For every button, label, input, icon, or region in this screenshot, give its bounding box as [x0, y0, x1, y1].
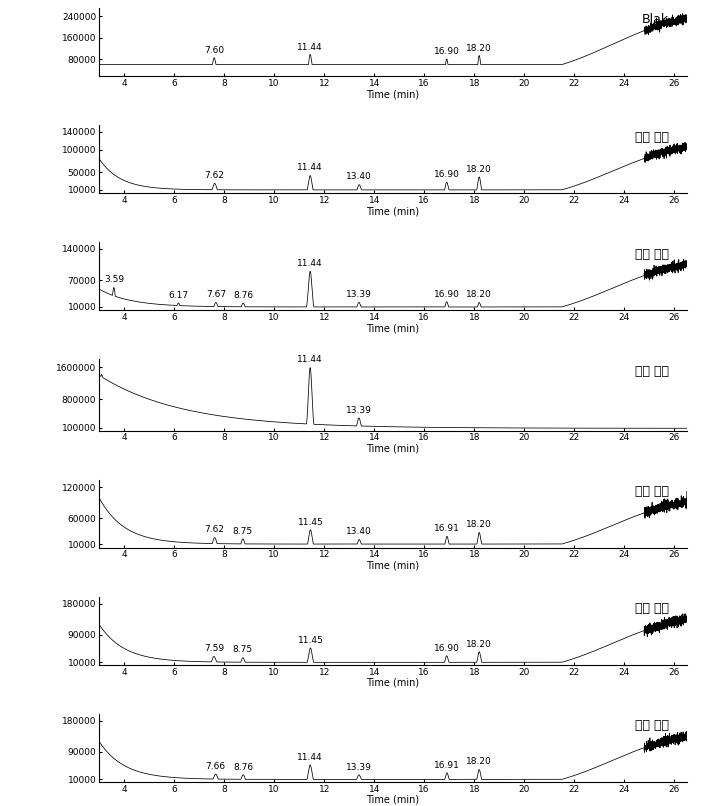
Text: 18.20: 18.20 [467, 521, 492, 530]
Text: Blak: Blak [642, 14, 669, 27]
Text: 16.91: 16.91 [434, 761, 460, 770]
X-axis label: Time (min): Time (min) [366, 206, 420, 216]
Text: 18.20: 18.20 [467, 758, 492, 767]
Text: 7.66: 7.66 [205, 762, 226, 771]
Text: 13.39: 13.39 [346, 290, 372, 299]
Text: 13.39: 13.39 [346, 762, 372, 771]
X-axis label: Time (min): Time (min) [366, 561, 420, 571]
Text: 7.67: 7.67 [206, 290, 226, 299]
Text: 칠서 정수: 칠서 정수 [635, 485, 669, 498]
Text: 11.45: 11.45 [297, 517, 324, 526]
Text: 3.59: 3.59 [104, 276, 124, 285]
Text: 화명 정수: 화명 정수 [635, 720, 669, 733]
Text: 8.75: 8.75 [233, 526, 253, 536]
Text: 11.45: 11.45 [297, 636, 324, 645]
Text: 18.20: 18.20 [467, 44, 492, 52]
Text: 11.44: 11.44 [297, 259, 323, 268]
Text: 물금 원수: 물금 원수 [635, 602, 669, 615]
Text: 11.44: 11.44 [297, 43, 323, 52]
X-axis label: Time (min): Time (min) [366, 323, 420, 333]
Text: 문산 정수: 문산 정수 [635, 247, 669, 260]
X-axis label: Time (min): Time (min) [366, 678, 420, 688]
Text: 16.90: 16.90 [434, 47, 459, 56]
Text: 18.20: 18.20 [467, 640, 492, 649]
Text: 11.44: 11.44 [297, 164, 323, 172]
Text: 8.76: 8.76 [233, 291, 253, 300]
Text: 6.17: 6.17 [169, 291, 188, 300]
Text: 11.44: 11.44 [297, 355, 323, 364]
Text: 문산 원수: 문산 원수 [635, 131, 669, 143]
Text: 7.59: 7.59 [204, 644, 224, 653]
Text: 16.91: 16.91 [434, 524, 460, 533]
Text: 13.40: 13.40 [346, 172, 372, 181]
Text: 7.62: 7.62 [205, 171, 224, 181]
X-axis label: Time (min): Time (min) [366, 795, 420, 805]
Text: 7.60: 7.60 [204, 46, 224, 55]
X-axis label: Time (min): Time (min) [366, 444, 420, 454]
Text: 13.39: 13.39 [346, 405, 372, 414]
Text: 16.90: 16.90 [434, 170, 459, 179]
Text: 16.90: 16.90 [434, 643, 459, 653]
Text: 8.75: 8.75 [233, 646, 253, 654]
Text: 16.90: 16.90 [434, 289, 459, 298]
Text: 18.20: 18.20 [467, 290, 492, 299]
Text: 18.20: 18.20 [467, 164, 492, 174]
Text: 11.44: 11.44 [297, 753, 323, 762]
Text: 8.76: 8.76 [233, 762, 253, 771]
Text: 7.62: 7.62 [205, 526, 224, 534]
X-axis label: Time (min): Time (min) [366, 89, 420, 99]
Text: 13.40: 13.40 [346, 527, 372, 536]
Text: 칠서 원수: 칠서 원수 [635, 365, 669, 378]
